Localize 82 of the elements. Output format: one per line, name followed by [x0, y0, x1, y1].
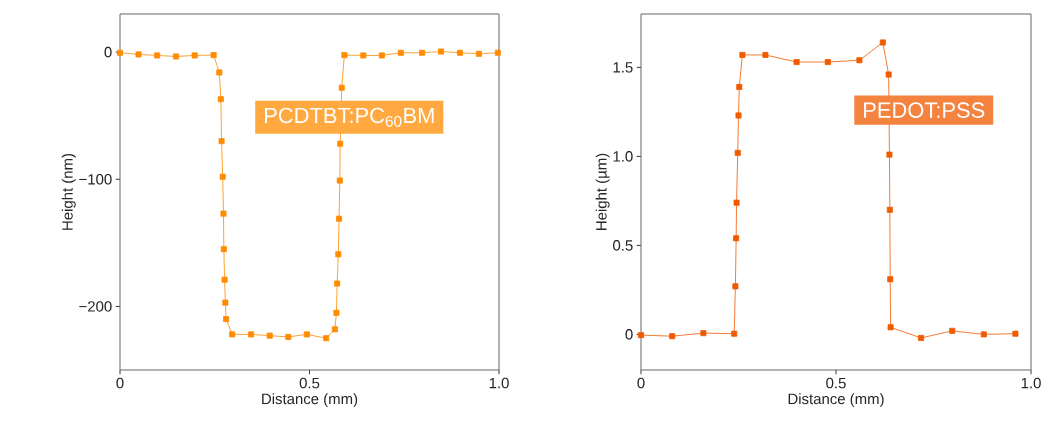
point — [223, 316, 230, 323]
point — [222, 299, 229, 306]
point — [856, 57, 863, 64]
point — [793, 59, 800, 66]
point — [700, 330, 707, 337]
point — [419, 49, 426, 56]
y-axis-title: Height (nm) — [61, 153, 76, 230]
point — [949, 327, 956, 334]
point — [303, 331, 310, 338]
point — [918, 334, 925, 341]
point — [216, 69, 223, 76]
point — [285, 333, 292, 340]
point — [378, 52, 385, 59]
point — [886, 151, 893, 158]
point — [732, 283, 739, 290]
y-tick-label: 1.5 — [613, 62, 633, 73]
point — [219, 173, 226, 180]
point — [335, 251, 342, 258]
point — [733, 199, 740, 206]
point — [733, 235, 740, 242]
point — [438, 48, 445, 55]
point — [475, 50, 482, 57]
point — [638, 332, 644, 339]
point — [220, 246, 227, 253]
point — [879, 39, 886, 46]
point — [338, 84, 345, 91]
y-tick-label: 0.5 — [613, 240, 633, 251]
point — [456, 49, 463, 56]
point — [397, 49, 404, 56]
x-tick-label: 0 — [637, 377, 645, 389]
x-tick-label: 1.0 — [489, 377, 509, 389]
y-axis-title: Height (µm) — [595, 153, 610, 230]
point — [824, 59, 831, 66]
point — [669, 333, 676, 340]
point — [154, 52, 161, 59]
point — [221, 276, 228, 283]
point — [334, 280, 341, 287]
y-tick-label: 0 — [104, 46, 112, 58]
point — [1012, 330, 1019, 337]
point — [217, 96, 224, 103]
point — [739, 51, 746, 58]
point — [887, 276, 894, 283]
point — [218, 138, 225, 145]
point — [191, 52, 198, 59]
point — [323, 335, 330, 342]
point — [734, 149, 741, 156]
point — [117, 49, 123, 56]
point — [173, 53, 180, 60]
point — [220, 210, 227, 217]
series-label: PEDOT:PSS — [864, 102, 985, 118]
point — [336, 177, 343, 184]
y-tick-label: 0 — [625, 329, 633, 340]
point — [210, 52, 217, 59]
x-tick-label: 1.0 — [1021, 377, 1041, 389]
point — [135, 51, 142, 58]
x-axis-title: Distance (mm) — [788, 393, 884, 408]
point — [336, 215, 343, 222]
x-tick-label: 0.5 — [299, 377, 320, 389]
point — [980, 331, 987, 338]
x-tick-label: 0 — [116, 377, 124, 389]
point — [333, 309, 340, 316]
point — [229, 331, 236, 338]
x-axis-title: Distance (mm) — [262, 393, 358, 408]
point — [735, 112, 742, 119]
point — [248, 331, 255, 338]
point — [885, 71, 892, 78]
point — [331, 326, 338, 333]
y-tick-label: −100 — [79, 173, 112, 185]
point — [736, 83, 743, 90]
point — [266, 332, 273, 339]
x-tick-label: 0.5 — [826, 377, 846, 389]
series-label: PCDTBT:PC$_{60}$BM — [264, 107, 434, 127]
point — [360, 52, 367, 59]
point — [886, 206, 893, 213]
point — [731, 330, 738, 337]
point — [887, 324, 894, 331]
point — [341, 52, 348, 59]
point — [762, 51, 769, 58]
y-tick-label: −200 — [79, 301, 112, 312]
point — [494, 49, 501, 56]
point — [337, 140, 344, 147]
y-tick-label: 1.0 — [613, 151, 633, 162]
